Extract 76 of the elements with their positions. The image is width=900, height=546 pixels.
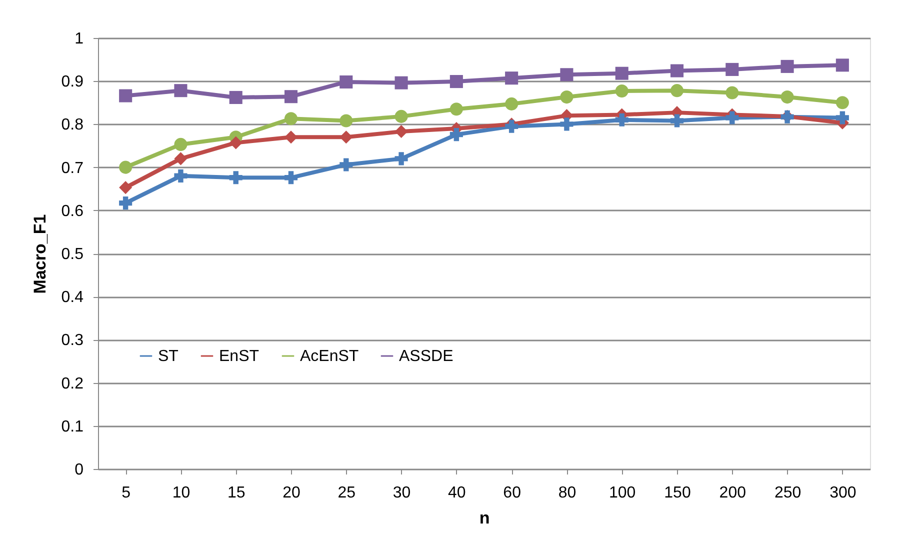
point [560, 90, 574, 104]
point [119, 160, 132, 174]
y-tick-label: 0.5 [61, 246, 84, 263]
x-tick-label: 80 [558, 484, 576, 502]
point [284, 112, 298, 126]
point [119, 89, 132, 102]
y-tick-label: 0.8 [61, 116, 84, 134]
x-tick-label: 20 [282, 484, 300, 502]
point [560, 118, 574, 131]
point [340, 158, 353, 172]
point [229, 90, 242, 104]
x-tick-label: 60 [503, 484, 522, 502]
point [615, 84, 628, 98]
point [726, 86, 739, 100]
y-tick-label: 0.1 [61, 418, 84, 436]
point [174, 169, 188, 182]
point [174, 84, 188, 98]
point [836, 111, 849, 124]
x-tick-label: 25 [338, 484, 356, 502]
point [174, 152, 188, 166]
point [284, 171, 298, 184]
legend-label: AcEnST [300, 348, 359, 365]
point [670, 64, 684, 78]
x-tick-label: 15 [227, 484, 246, 502]
point [119, 196, 132, 210]
point [229, 136, 242, 150]
y-tick-label: 0.7 [61, 160, 84, 177]
point [119, 181, 132, 194]
y-tick-label: 0.6 [61, 202, 84, 220]
y-tick-label: 0.3 [61, 332, 84, 350]
x-tick-label: 300 [830, 484, 856, 502]
x-tick-label: 250 [774, 484, 802, 502]
point [394, 125, 408, 138]
point [284, 130, 298, 144]
point [505, 72, 518, 85]
y-tick-label: 1 [74, 30, 84, 48]
point [284, 90, 298, 104]
point [394, 76, 408, 90]
point [726, 111, 739, 124]
point [505, 97, 518, 110]
point [836, 96, 849, 110]
x-axis-title: n [479, 508, 490, 528]
y-tick-label: 0.9 [61, 74, 84, 91]
legend-label: EnST [219, 348, 260, 365]
point [560, 68, 574, 82]
x-tick-label: 5 [122, 484, 131, 502]
point [780, 90, 794, 104]
x-tick-label: 40 [448, 484, 466, 502]
y-axis-title: Macro_F1 [30, 214, 50, 294]
x-tick-label: 200 [719, 484, 746, 502]
point [450, 128, 463, 142]
x-tick-label: 100 [609, 484, 636, 502]
y-tick-label: 0 [74, 462, 84, 478]
point [229, 171, 242, 184]
y-tick-label: 0.2 [61, 375, 84, 392]
point [670, 84, 684, 98]
point [726, 62, 739, 76]
point [670, 114, 684, 128]
x-tick-label: 150 [664, 484, 691, 502]
point [174, 138, 188, 151]
legend-label: ASSDE [399, 348, 454, 365]
x-tick-label: 10 [172, 484, 190, 502]
point [836, 58, 849, 72]
point [340, 130, 353, 144]
point [450, 75, 463, 88]
point [450, 102, 463, 116]
point [615, 113, 628, 126]
point [394, 152, 408, 166]
point [340, 75, 353, 88]
x-tick-label: 30 [392, 484, 411, 502]
legend-label: ST [158, 348, 179, 365]
point [615, 66, 628, 80]
point [394, 110, 408, 123]
point [340, 114, 353, 128]
point [780, 60, 794, 73]
y-tick-label: 0.4 [61, 289, 84, 306]
